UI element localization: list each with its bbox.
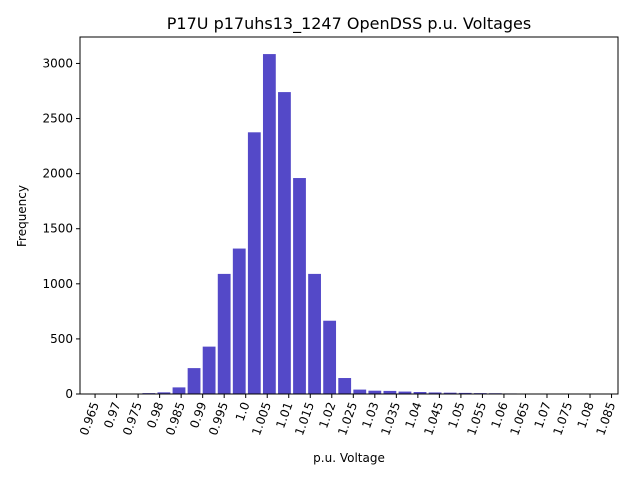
- y-axis-label: Frequency: [15, 185, 29, 247]
- x-tick-label: 1.02: [316, 400, 338, 430]
- y-tick-label: 2000: [42, 167, 73, 181]
- x-tick-label: 1.075: [550, 400, 575, 437]
- x-tick-label: 1.025: [335, 400, 360, 437]
- y-tick-label: 2500: [42, 112, 73, 126]
- x-tick-label: 0.985: [163, 400, 188, 437]
- x-tick-label: 1.085: [593, 400, 618, 437]
- x-tick-label: 0.995: [206, 400, 231, 437]
- histogram-bar: [173, 387, 186, 394]
- histogram-bar: [308, 274, 321, 394]
- histogram-bar: [353, 390, 366, 394]
- x-tick-label: 1.08: [575, 400, 597, 430]
- x-tick-label: 0.99: [187, 400, 209, 430]
- x-tick-label: 1.005: [249, 400, 274, 437]
- histogram-bar: [248, 132, 261, 394]
- histogram-bar: [323, 321, 336, 394]
- y-tick-label: 0: [65, 387, 73, 401]
- bars-group: [142, 54, 546, 394]
- histogram-bar: [188, 368, 201, 394]
- y-tick-label: 3000: [42, 56, 73, 70]
- x-tick-label: 1.07: [532, 400, 554, 430]
- histogram-bar: [218, 274, 231, 394]
- histogram-bar: [293, 178, 306, 394]
- x-tick-label: 1.065: [507, 400, 532, 437]
- x-tick-label: 1.03: [359, 400, 381, 430]
- x-tick-label: 1.06: [488, 400, 510, 430]
- y-tick-label: 1000: [42, 277, 73, 291]
- x-axis-label: p.u. Voltage: [313, 451, 385, 465]
- histogram-bar: [278, 92, 291, 394]
- x-tick-label: 1.045: [421, 400, 446, 437]
- x-tick-label: 1.04: [402, 400, 424, 430]
- histogram-bar: [338, 378, 351, 394]
- x-tick-label: 0.98: [144, 400, 166, 430]
- plot-frame: [80, 37, 618, 394]
- x-tick-label: 0.975: [120, 400, 145, 437]
- x-tick-label: 0.965: [77, 400, 102, 437]
- x-tick-label: 1.035: [378, 400, 403, 437]
- chart-title: P17U p17uhs13_1247 OpenDSS p.u. Voltages: [167, 14, 531, 34]
- x-tick-label: 0.97: [101, 400, 123, 430]
- x-tick-label: 1.015: [292, 400, 317, 437]
- y-axis-ticks: 0 500 1000 1500 2000 2500 3000: [42, 56, 80, 401]
- x-tick-label: 1.05: [445, 400, 467, 430]
- histogram-bar: [203, 347, 216, 394]
- y-tick-label: 500: [50, 332, 73, 346]
- x-tick-label: 1.055: [464, 400, 489, 437]
- histogram-bar: [263, 54, 276, 394]
- x-tick-label: 1.0: [233, 400, 253, 423]
- histogram-bar: [233, 249, 246, 394]
- y-tick-label: 1500: [42, 222, 73, 236]
- x-tick-label: 1.01: [273, 400, 295, 430]
